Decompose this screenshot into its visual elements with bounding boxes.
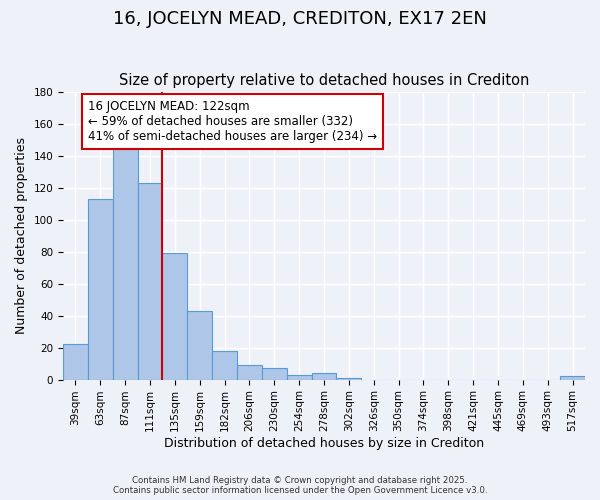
Text: 16, JOCELYN MEAD, CREDITON, EX17 2EN: 16, JOCELYN MEAD, CREDITON, EX17 2EN <box>113 10 487 28</box>
Bar <box>311 373 337 380</box>
Bar <box>262 368 287 380</box>
X-axis label: Distribution of detached houses by size in Crediton: Distribution of detached houses by size … <box>164 437 484 450</box>
Text: Contains HM Land Registry data © Crown copyright and database right 2025.
Contai: Contains HM Land Registry data © Crown c… <box>113 476 487 495</box>
Bar <box>113 143 137 380</box>
Bar <box>237 365 262 380</box>
Bar <box>337 378 361 380</box>
Bar <box>187 311 212 380</box>
Bar <box>163 254 187 380</box>
Bar <box>212 351 237 380</box>
Bar <box>88 199 113 380</box>
Bar <box>137 183 163 380</box>
Bar <box>560 376 585 380</box>
Title: Size of property relative to detached houses in Crediton: Size of property relative to detached ho… <box>119 73 529 88</box>
Text: 16 JOCELYN MEAD: 122sqm
← 59% of detached houses are smaller (332)
41% of semi-d: 16 JOCELYN MEAD: 122sqm ← 59% of detache… <box>88 100 377 143</box>
Bar <box>63 344 88 380</box>
Bar <box>287 375 311 380</box>
Y-axis label: Number of detached properties: Number of detached properties <box>15 138 28 334</box>
